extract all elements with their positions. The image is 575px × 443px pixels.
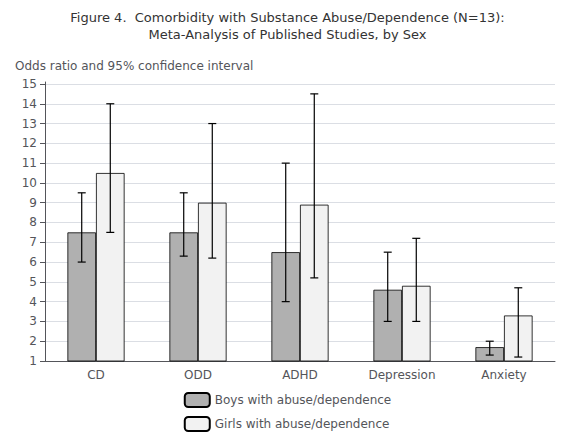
svg-text:Meta-Analysis of Published Stu: Meta-Analysis of Published Studies, by S… bbox=[148, 27, 426, 42]
svg-text:1: 1 bbox=[29, 354, 37, 368]
svg-text:9: 9 bbox=[29, 196, 37, 210]
svg-text:3: 3 bbox=[29, 314, 37, 328]
svg-text:ADHD: ADHD bbox=[282, 368, 318, 382]
svg-text:Odds ratio and 95% confidence: Odds ratio and 95% confidence interval bbox=[15, 59, 253, 73]
svg-text:Boys with abuse/dependence: Boys with abuse/dependence bbox=[215, 393, 391, 407]
svg-text:Figure 4. Comorbidity with Su: Figure 4. Comorbidity with Substance Abu… bbox=[70, 10, 504, 25]
svg-text:ODD: ODD bbox=[184, 368, 212, 382]
svg-text:Girls with abuse/dependence: Girls with abuse/dependence bbox=[215, 417, 390, 431]
svg-text:5: 5 bbox=[29, 275, 37, 289]
svg-text:CD: CD bbox=[87, 368, 105, 382]
svg-text:12: 12 bbox=[22, 136, 37, 150]
svg-text:11: 11 bbox=[22, 156, 37, 170]
svg-text:8: 8 bbox=[29, 215, 37, 229]
svg-text:15: 15 bbox=[22, 77, 37, 91]
svg-text:Anxiety: Anxiety bbox=[481, 368, 526, 382]
svg-text:6: 6 bbox=[29, 255, 37, 269]
svg-text:4: 4 bbox=[29, 295, 37, 309]
svg-text:Depression: Depression bbox=[368, 368, 435, 382]
svg-text:7: 7 bbox=[29, 235, 37, 249]
svg-text:13: 13 bbox=[22, 117, 37, 131]
svg-text:2: 2 bbox=[29, 334, 37, 348]
svg-text:14: 14 bbox=[22, 97, 37, 111]
svg-text:10: 10 bbox=[22, 176, 37, 190]
